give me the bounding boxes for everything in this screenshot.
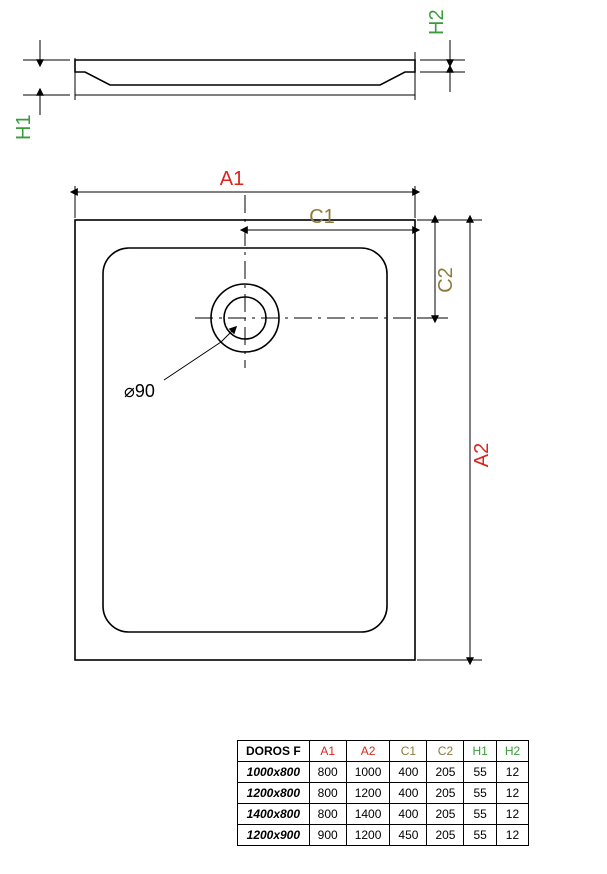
label-h2: H2 <box>426 9 448 35</box>
label-diameter: ⌀90 <box>124 381 155 401</box>
value-cell: 12 <box>496 804 528 825</box>
table-title: DOROS F <box>238 741 310 762</box>
value-cell: 205 <box>427 825 464 846</box>
value-cell: 12 <box>496 825 528 846</box>
plan-view: ⌀90 <box>75 195 450 660</box>
value-cell: 1200 <box>346 825 390 846</box>
value-cell: 12 <box>496 783 528 804</box>
value-cell: 1200 <box>346 783 390 804</box>
col-h2: H2 <box>496 741 528 762</box>
value-cell: 205 <box>427 804 464 825</box>
col-a2: A2 <box>346 741 390 762</box>
profile-view <box>23 52 465 100</box>
value-cell: 800 <box>309 783 346 804</box>
value-cell: 900 <box>309 825 346 846</box>
table-row: 1200x80080012004002055512 <box>238 783 529 804</box>
label-a1: A1 <box>220 168 244 190</box>
table-row: 1200x90090012004502055512 <box>238 825 529 846</box>
value-cell: 1000 <box>346 762 390 783</box>
dimensions-table-wrapper: DOROS F A1 A2 C1 C2 H1 H2 1000x800800100… <box>237 740 529 846</box>
label-a2: A2 <box>471 443 493 467</box>
model-cell: 1400x800 <box>238 804 310 825</box>
value-cell: 400 <box>390 762 427 783</box>
value-cell: 12 <box>496 762 528 783</box>
label-c1: C1 <box>309 206 335 228</box>
col-c1: C1 <box>390 741 427 762</box>
col-a1: A1 <box>309 741 346 762</box>
value-cell: 400 <box>390 783 427 804</box>
value-cell: 205 <box>427 762 464 783</box>
label-c2: C2 <box>435 267 457 293</box>
model-cell: 1200x800 <box>238 783 310 804</box>
dim-c1: C1 <box>247 206 415 236</box>
dim-c2: C2 <box>417 220 457 318</box>
model-cell: 1000x800 <box>238 762 310 783</box>
value-cell: 800 <box>309 762 346 783</box>
value-cell: 55 <box>464 762 496 783</box>
dim-h1: H1 <box>13 40 40 140</box>
dimensions-table: DOROS F A1 A2 C1 C2 H1 H2 1000x800800100… <box>237 740 529 846</box>
col-c2: C2 <box>427 741 464 762</box>
label-h1: H1 <box>13 114 35 140</box>
value-cell: 55 <box>464 804 496 825</box>
value-cell: 1400 <box>346 804 390 825</box>
table-row: 1400x80080014004002055512 <box>238 804 529 825</box>
model-cell: 1200x900 <box>238 825 310 846</box>
value-cell: 55 <box>464 825 496 846</box>
value-cell: 55 <box>464 783 496 804</box>
value-cell: 205 <box>427 783 464 804</box>
dim-h2: H2 <box>426 9 450 92</box>
table-row: 1000x80080010004002055512 <box>238 762 529 783</box>
value-cell: 450 <box>390 825 427 846</box>
value-cell: 800 <box>309 804 346 825</box>
col-h1: H1 <box>464 741 496 762</box>
value-cell: 400 <box>390 804 427 825</box>
